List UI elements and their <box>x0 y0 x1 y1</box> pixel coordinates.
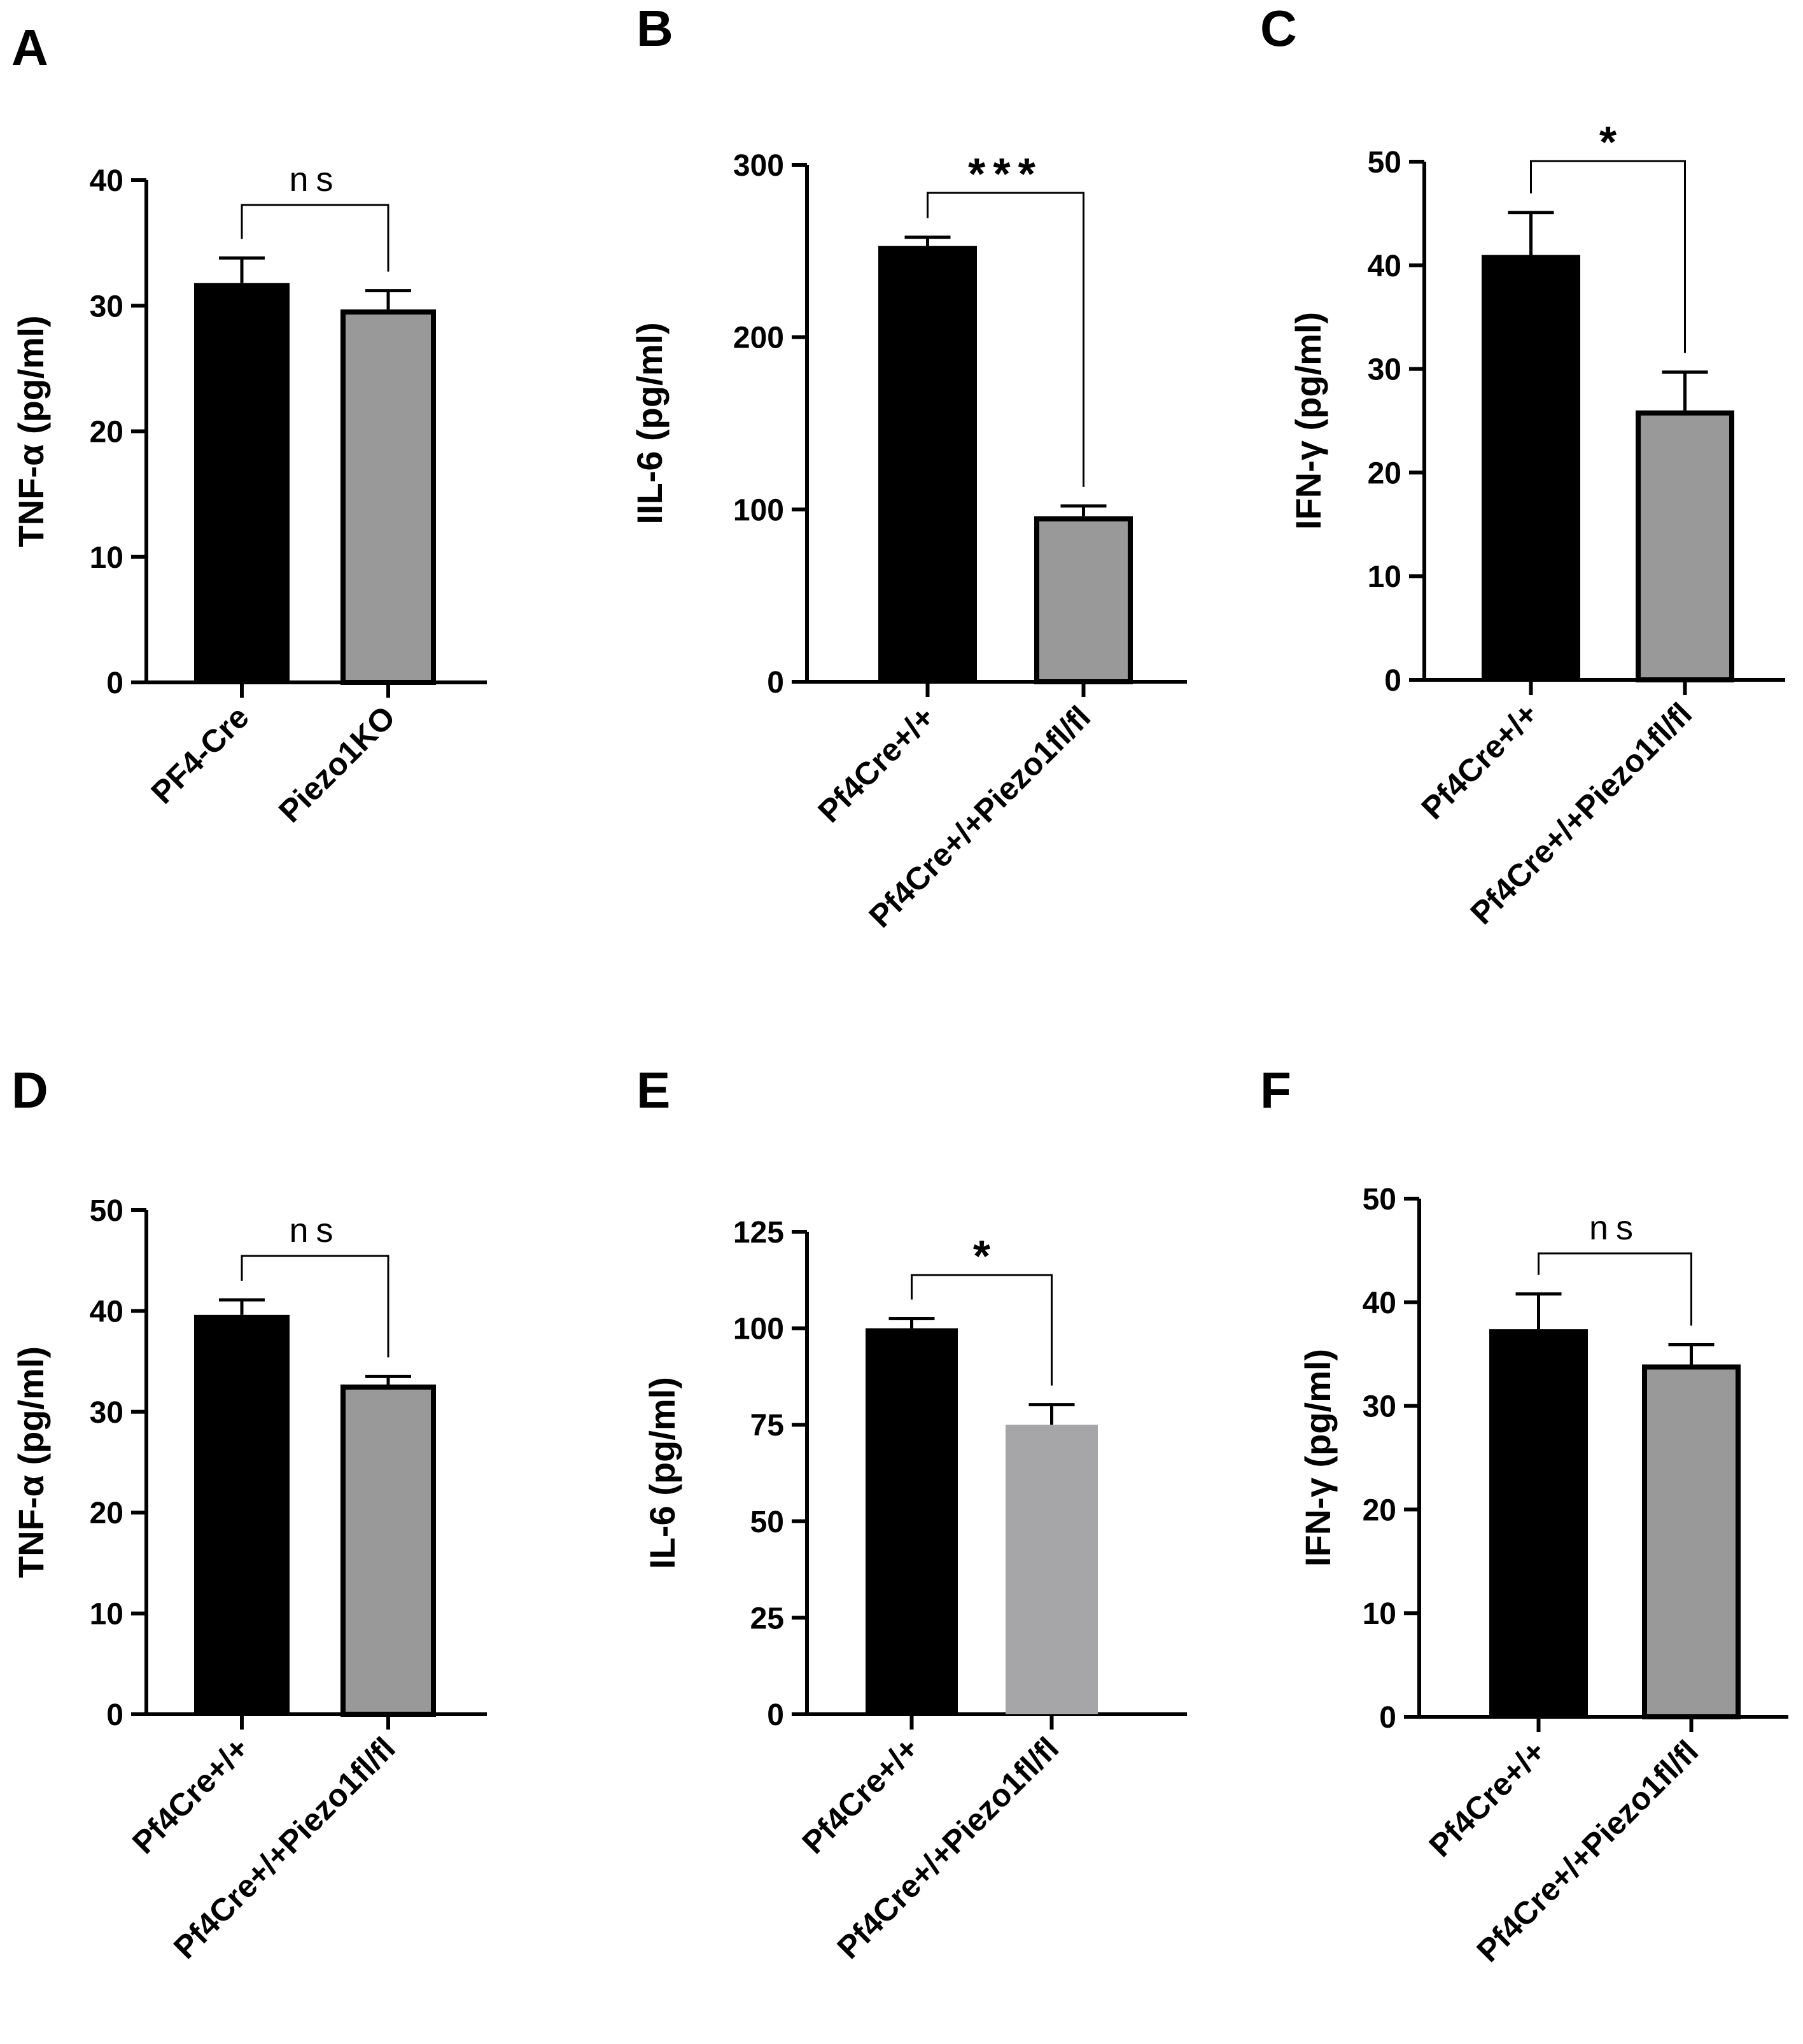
y-tick-label: 10 <box>1368 560 1401 594</box>
y-tick-label: 30 <box>1363 1390 1396 1424</box>
panel-a: A 0 10 20 30 40 TNF-α (pg/ml) PF4-Cre Piezo1KO ns <box>11 19 487 829</box>
bar-2 <box>340 309 436 686</box>
y-tick-label: 50 <box>1368 146 1401 180</box>
significance-bracket <box>1530 160 1686 353</box>
bar-2 <box>340 1385 436 1717</box>
y-tick-label: 0 <box>767 1698 784 1732</box>
bar-2 <box>1642 1364 1741 1719</box>
y-tick-label: 100 <box>733 493 784 527</box>
bar-1 <box>1482 255 1580 680</box>
significance-bracket <box>241 204 389 272</box>
y-tick-label: 20 <box>1363 1493 1396 1527</box>
y-tick-label: 0 <box>767 666 784 700</box>
bar-1 <box>878 246 977 682</box>
y-tick-label: 10 <box>90 1598 123 1632</box>
y-tick-label: 40 <box>90 164 123 198</box>
bar-2 <box>1636 410 1734 682</box>
panel-letter: E <box>636 1062 670 1118</box>
y-tick-label: 125 <box>733 1216 784 1250</box>
y-tick-label: 40 <box>1363 1286 1396 1320</box>
significance-label: ns <box>289 1211 340 1250</box>
bar-1 <box>194 283 290 682</box>
y-axis-title: TNF-α (pg/ml) <box>11 1346 51 1578</box>
y-tick-label: 0 <box>106 666 123 700</box>
y-axis-title: IIL-6 (pg/ml) <box>629 322 670 524</box>
y-tick-label: 20 <box>1368 456 1401 490</box>
y-tick-label: 10 <box>1363 1597 1396 1631</box>
significance-bracket <box>911 1274 1053 1386</box>
bar-1 <box>866 1328 958 1714</box>
y-tick-label: 200 <box>733 321 784 355</box>
y-axis-title: IFN-γ (pg/ml) <box>1288 312 1328 530</box>
bar-1 <box>194 1315 290 1714</box>
y-tick-label: 100 <box>733 1313 784 1346</box>
y-tick-label: 50 <box>90 1194 123 1228</box>
y-tick-label: 30 <box>1368 353 1401 387</box>
category-label: Pf4Cre+/+ <box>125 1730 256 1861</box>
significance-bracket <box>1538 1252 1692 1326</box>
y-tick-label: 40 <box>1368 250 1401 283</box>
category-label: Pf4Cre+/+ <box>811 699 942 829</box>
significance-bracket <box>927 192 1084 487</box>
y-tick-label: 50 <box>750 1505 784 1539</box>
category-label: PF4-Cre <box>144 699 256 810</box>
category-label: Pf4Cre+/+ <box>1415 696 1545 826</box>
y-tick-label: 10 <box>90 541 123 575</box>
y-tick-label: 30 <box>90 1396 123 1430</box>
bar-2 <box>1034 516 1133 684</box>
y-tick-label: 25 <box>750 1602 784 1635</box>
y-tick-label: 0 <box>106 1698 123 1732</box>
panel-letter: F <box>1260 1062 1291 1118</box>
significance-label: ns <box>289 160 340 199</box>
y-axis-title: TNF-α (pg/ml) <box>11 315 51 547</box>
significance-label: * <box>1599 117 1617 167</box>
y-tick-label: 0 <box>1384 664 1401 698</box>
y-tick-label: 30 <box>90 290 123 323</box>
y-tick-label: 300 <box>733 149 784 183</box>
bar-1 <box>1489 1329 1588 1717</box>
significance-label: * <box>973 1231 991 1281</box>
y-axis-title: IL-6 (pg/ml) <box>642 1377 682 1569</box>
y-tick-label: 0 <box>1379 1701 1396 1735</box>
y-tick-label: 75 <box>750 1409 784 1442</box>
y-tick-label: 20 <box>90 416 123 449</box>
panel-letter: D <box>11 1062 48 1118</box>
panel-letter: B <box>636 0 673 57</box>
significance-bracket <box>241 1255 389 1358</box>
significance-label: ns <box>1589 1209 1641 1247</box>
significance-label: *** <box>968 149 1043 199</box>
y-axis-title: IFN-γ (pg/ml) <box>1298 1349 1338 1567</box>
panel-letter: A <box>11 19 48 76</box>
bar-2 <box>1006 1425 1098 1714</box>
y-tick-label: 40 <box>90 1295 123 1329</box>
category-label: Piezo1KO <box>272 699 402 829</box>
category-label: Pf4Cre+/+ <box>1422 1733 1553 1864</box>
panel-letter: C <box>1260 0 1297 57</box>
y-tick-label: 50 <box>1363 1183 1396 1216</box>
y-tick-label: 20 <box>90 1497 123 1530</box>
category-label: Pf4Cre+/+ <box>796 1730 926 1861</box>
